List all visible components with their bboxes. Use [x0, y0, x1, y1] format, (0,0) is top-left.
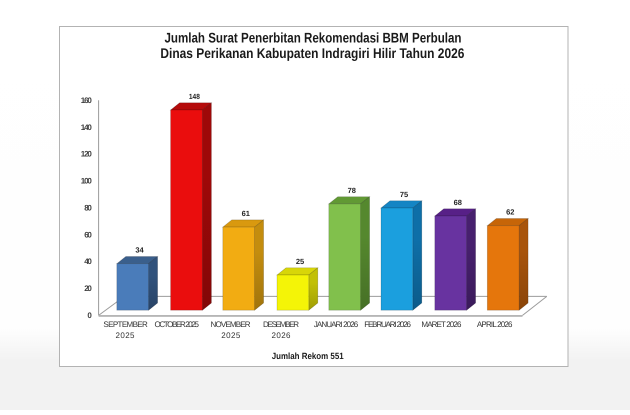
svg-text:20: 20 — [84, 284, 92, 293]
svg-text:Jumlah Rekom 551: Jumlah Rekom 551 — [272, 351, 344, 361]
svg-text:SEPTEMBER: SEPTEMBER — [103, 320, 148, 329]
svg-text:120: 120 — [81, 150, 93, 159]
svg-text:APRIL 2026: APRIL 2026 — [477, 320, 513, 329]
svg-text:100: 100 — [81, 177, 93, 186]
svg-text:40: 40 — [84, 257, 92, 266]
svg-text:25: 25 — [296, 257, 304, 266]
svg-text:160: 160 — [81, 96, 93, 105]
svg-text:Jumlah Surat Penerbitan Rekome: Jumlah Surat Penerbitan Rekomendasi BBM … — [165, 30, 462, 46]
svg-text:78: 78 — [348, 186, 356, 195]
svg-text:Dinas Perikanan Kabupaten Indr: Dinas Perikanan Kabupaten Indragiri Hili… — [160, 45, 464, 61]
svg-text:2025: 2025 — [116, 331, 136, 340]
svg-text:80: 80 — [84, 204, 92, 213]
svg-text:OCTOBER 2025: OCTOBER 2025 — [155, 320, 200, 329]
svg-text:34: 34 — [135, 246, 144, 255]
svg-text:140: 140 — [81, 123, 93, 132]
svg-text:0: 0 — [87, 311, 92, 320]
svg-text:2025: 2025 — [221, 331, 241, 340]
svg-text:61: 61 — [242, 209, 250, 218]
svg-text:62: 62 — [506, 208, 514, 217]
svg-text:DESEMBER: DESEMBER — [263, 320, 299, 329]
svg-text:68: 68 — [454, 198, 462, 207]
svg-text:148: 148 — [189, 92, 200, 101]
svg-text:2026: 2026 — [272, 331, 292, 340]
svg-text:60: 60 — [84, 230, 92, 239]
svg-text:MARET 2026: MARET 2026 — [421, 320, 462, 329]
svg-text:NOVEMBER: NOVEMBER — [211, 320, 251, 329]
svg-text:FEBRUARI 2026: FEBRUARI 2026 — [364, 320, 411, 329]
svg-text:75: 75 — [400, 190, 408, 199]
svg-text:JANUARI 2026: JANUARI 2026 — [314, 320, 359, 329]
